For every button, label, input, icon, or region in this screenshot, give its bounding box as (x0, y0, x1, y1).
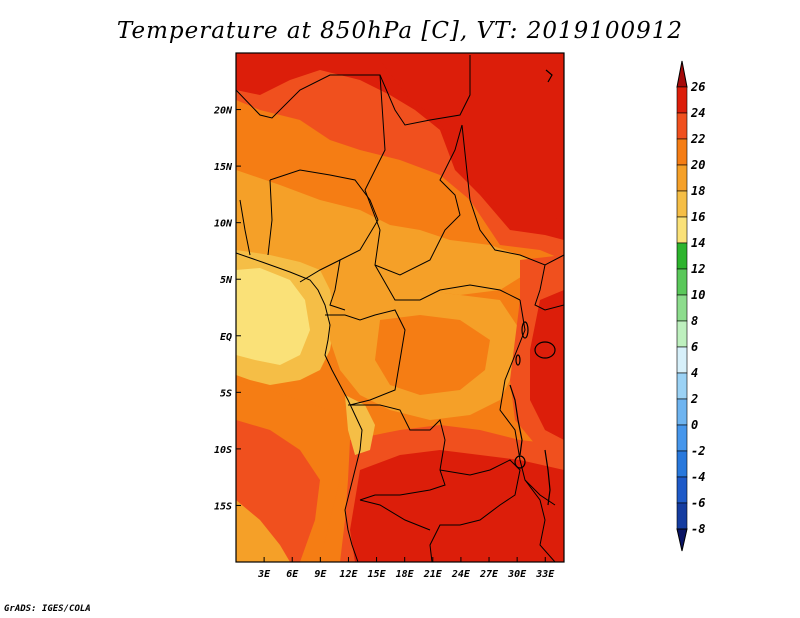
colorbar-segment (676, 476, 688, 504)
border-namibia (359, 499, 431, 531)
colorbar-min-triangle (676, 528, 688, 552)
lon-tick-label: 33E (535, 569, 555, 580)
lat-tick-label: 5S (220, 388, 232, 399)
lon-tick-label: 30E (507, 569, 527, 580)
colorbar-label: 12 (691, 262, 705, 276)
colorbar-segment (676, 450, 688, 478)
colorbar-max-triangle (676, 60, 688, 88)
border-car (374, 264, 521, 301)
colorbar-label: 0 (691, 418, 698, 432)
lon-tick-label: 18E (396, 569, 415, 580)
latitude-axis: 20N 15N 10N 5N EQ 5S 10S 15S (213, 106, 241, 512)
lat-tick-label: 5N (220, 275, 233, 286)
colorbar-segment (676, 502, 688, 530)
footer-credit: GrADS: IGES/COLA (4, 604, 91, 614)
field-gulf-coolest (236, 268, 310, 365)
colorbar-segment (676, 398, 688, 426)
colorbar-label: 22 (690, 132, 705, 146)
colorbar-label: 8 (691, 314, 698, 328)
colorbar-label: 2 (690, 392, 698, 406)
lake-victoria (534, 341, 556, 359)
colorbar-segment (676, 86, 688, 114)
lakes (509, 69, 556, 506)
longitude-axis: 3E 6E 9E 12E 15E 18E 21E 24E 27E 30E 33E (257, 557, 555, 580)
colorbar-label: -8 (691, 522, 705, 536)
chart-title: Temperature at 850hPa [C], VT: 201910091… (116, 18, 684, 44)
field-south-atlantic-cool (236, 500, 290, 562)
border-congo (325, 309, 406, 406)
lat-tick-label: 20N (213, 106, 233, 117)
plot-frame (235, 52, 565, 563)
lon-tick-label: 15E (368, 569, 387, 580)
colorbar-label: 24 (690, 106, 705, 120)
lon-tick-label: 3E (257, 569, 271, 580)
border-zambia (429, 459, 521, 562)
border-ghana (239, 199, 251, 256)
colorbar-segment (676, 294, 688, 322)
colorbar-segment (676, 268, 688, 296)
lon-tick-label: 6E (286, 569, 299, 580)
border-cameroon (329, 259, 346, 311)
coastline (236, 252, 363, 562)
colorbar-segment (676, 242, 688, 270)
lat-tick-label: EQ (220, 332, 232, 343)
lat-tick-label: 10N (214, 219, 233, 230)
border-benin (267, 179, 273, 256)
colorbar-label: 16 (691, 210, 705, 224)
lake-mweru (514, 455, 526, 469)
country-borders (236, 55, 564, 562)
colorbar-segment (676, 372, 688, 400)
border-mozambique (524, 479, 556, 562)
colorbar-label: 18 (691, 184, 705, 198)
colorbar-segment (676, 320, 688, 348)
lon-tick-label: 24E (451, 569, 471, 580)
colorbar-segment (676, 138, 688, 166)
colorbar-segment (676, 164, 688, 192)
field-sahara-core (380, 55, 564, 220)
field-east-africa-hot (530, 290, 564, 440)
colorbar-label: 10 (691, 288, 705, 302)
border-nigeria (269, 169, 379, 283)
colorbar-label: -4 (691, 470, 705, 484)
colorbar-segment (676, 346, 688, 374)
colorbar-segment (676, 190, 688, 218)
lon-tick-label: 27E (479, 569, 499, 580)
lake-tana (545, 69, 553, 83)
lat-tick-label: 15N (214, 162, 233, 173)
colorbar-label: 4 (691, 366, 698, 380)
colorbar-segment (676, 424, 688, 452)
border-angola (348, 404, 446, 501)
lake-tanganyika (509, 384, 523, 456)
colorbar-label: 26 (690, 80, 705, 94)
lon-tick-label: 21E (423, 569, 443, 580)
border-ethiopia (534, 264, 564, 311)
temperature-field (236, 53, 564, 562)
colorbar-label: -6 (691, 496, 705, 510)
field-southern-hot (350, 450, 564, 562)
lon-tick-label: 9E (314, 569, 327, 580)
colorbar-segment (676, 112, 688, 140)
lat-tick-label: 15S (214, 501, 232, 512)
border-drc-east (499, 299, 556, 506)
colorbar-label: 14 (691, 236, 705, 250)
colorbar-label: -2 (691, 444, 705, 458)
lake-albert (521, 321, 529, 339)
border-chad (364, 74, 463, 276)
lat-tick-label: 10S (214, 445, 232, 456)
lon-tick-label: 12E (339, 569, 358, 580)
colorbar-segment (676, 216, 688, 244)
lake-kivu (515, 354, 521, 366)
border-sahara (236, 55, 471, 126)
colorbar-label: 20 (690, 158, 705, 172)
colorbar-label: 6 (691, 340, 698, 354)
lake-malawi (544, 449, 551, 506)
